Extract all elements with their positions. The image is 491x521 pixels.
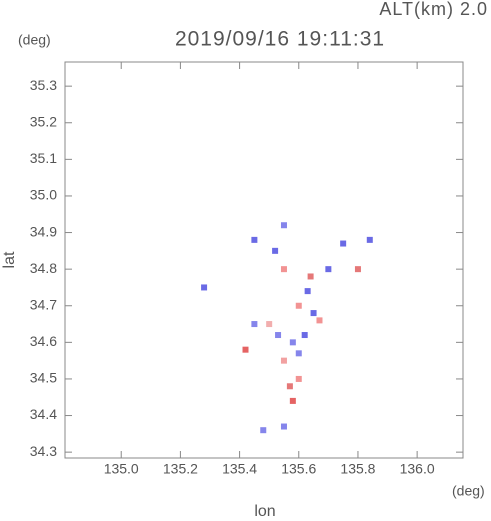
y-tick-label: 35.0	[30, 187, 57, 203]
echo-point	[280, 222, 287, 229]
echo-point	[289, 397, 296, 404]
echo-point	[272, 247, 279, 254]
x-axis-label: lon	[254, 503, 275, 520]
chart-title: 2019/09/16 19:11:31	[175, 28, 385, 51]
echo-point	[316, 317, 323, 324]
echo-point	[289, 339, 296, 346]
plot-frame	[64, 61, 464, 459]
y-tick-label: 35.3	[30, 77, 57, 93]
y-tick-label: 34.3	[30, 443, 57, 459]
echo-point	[266, 321, 273, 328]
echo-point	[295, 302, 302, 309]
y-tick-label: 34.4	[30, 406, 57, 422]
altitude-label: ALT(km) 2.0	[379, 0, 488, 19]
echo-point	[301, 332, 308, 339]
echo-point	[260, 427, 267, 434]
x-tick-label: 135.8	[340, 461, 375, 477]
y-axis-label: lat	[1, 251, 18, 268]
y-tick-label: 34.9	[30, 223, 57, 239]
echo-point	[295, 350, 302, 357]
echo-point	[304, 288, 311, 295]
echo-point	[275, 332, 282, 339]
x-tick-label: 135.2	[163, 461, 198, 477]
y-tick-label: 34.5	[30, 370, 57, 386]
y-tick-label: 35.1	[30, 150, 57, 166]
echo-point	[340, 240, 347, 247]
x-tick-label: 136.0	[400, 461, 435, 477]
x-tick-label: 135.6	[281, 461, 316, 477]
x-tick-label: 135.4	[222, 461, 257, 477]
x-unit: (deg)	[452, 483, 485, 499]
y-tick-label: 34.8	[30, 260, 57, 276]
y-tick-label: 35.2	[30, 113, 57, 129]
echo-point	[251, 236, 258, 243]
echo-point	[280, 423, 287, 430]
echo-point	[286, 383, 293, 390]
echo-point	[280, 357, 287, 364]
echo-point	[295, 375, 302, 382]
echo-point	[310, 310, 317, 317]
echo-point	[280, 266, 287, 273]
echo-point	[307, 273, 314, 280]
y-unit: (deg)	[18, 32, 51, 48]
y-tick-label: 34.6	[30, 333, 57, 349]
echo-point	[201, 284, 208, 291]
y-tick-label: 34.7	[30, 296, 57, 312]
x-tick-label: 135.0	[104, 461, 139, 477]
echo-point	[242, 346, 249, 353]
echo-point	[354, 266, 361, 273]
echo-point	[366, 236, 373, 243]
echo-point	[325, 266, 332, 273]
echo-point	[251, 321, 258, 328]
